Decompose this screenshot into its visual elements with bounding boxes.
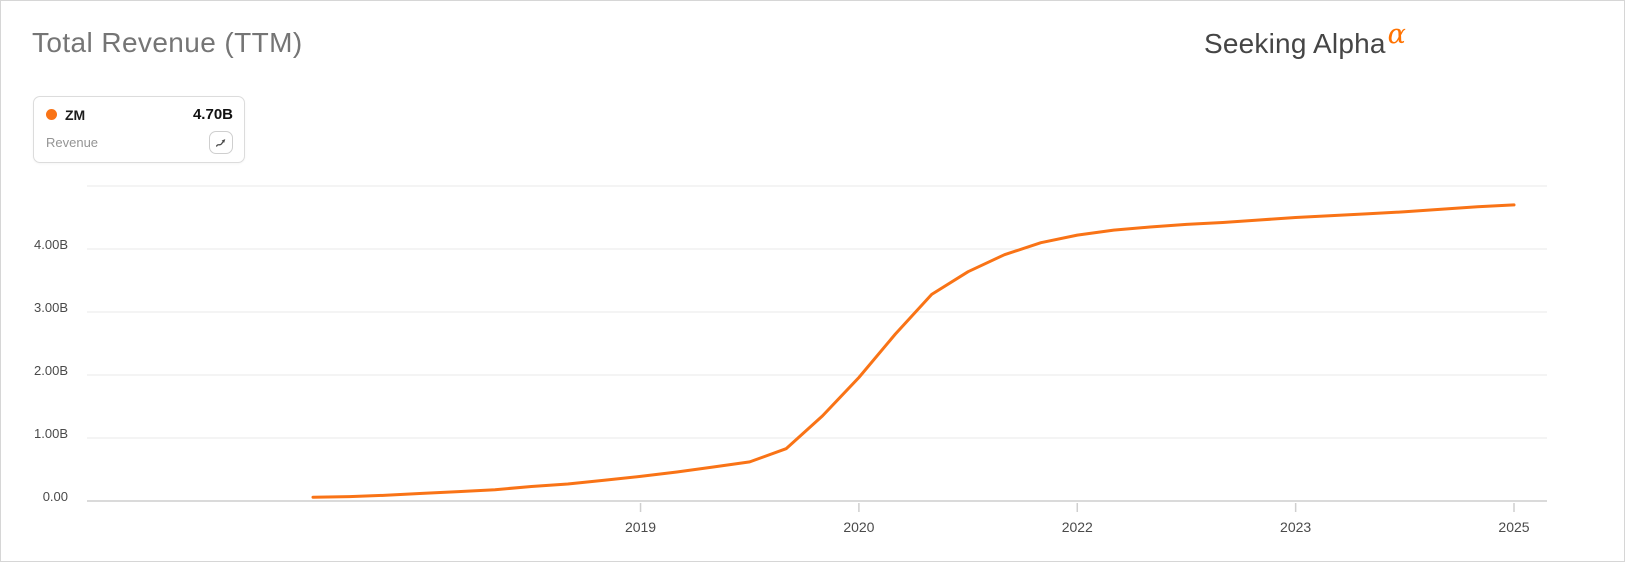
y-axis-label: 2.00B bbox=[34, 363, 68, 378]
legend-ticker: ZM bbox=[65, 106, 86, 123]
x-axis-label: 2022 bbox=[1062, 519, 1093, 535]
legend-card: ZM 4.70B Revenue bbox=[33, 96, 245, 163]
revenue-line-series[interactable] bbox=[311, 203, 1516, 499]
x-axis-label: 2019 bbox=[625, 519, 656, 535]
x-axis-label: 2025 bbox=[1498, 519, 1529, 535]
legend-row-ticker: ZM 4.70B bbox=[46, 106, 233, 123]
legend-row-series: Revenue bbox=[46, 131, 233, 154]
x-axis-label: 2020 bbox=[843, 519, 874, 535]
legend-value: 4.70B bbox=[192, 106, 233, 123]
page-title: Total Revenue (TTM) bbox=[32, 27, 303, 58]
y-axis-label: 3.00B bbox=[34, 300, 68, 315]
seeking-alpha-logo: Seeking Alpha α bbox=[1204, 21, 1406, 60]
legend-series-label: Revenue bbox=[46, 135, 99, 150]
y-axis-label: 0.00 bbox=[43, 489, 68, 504]
x-axis-label: 2023 bbox=[1280, 519, 1311, 535]
alpha-icon: α bbox=[1387, 19, 1407, 50]
trend-toggle-button[interactable] bbox=[209, 131, 233, 154]
y-axis-label: 4.00B bbox=[34, 237, 68, 252]
trend-arrow-icon bbox=[215, 138, 226, 147]
y-axis-label: 1.00B bbox=[34, 426, 68, 441]
brand-name: Seeking Alpha bbox=[1204, 28, 1386, 59]
series-dot-icon bbox=[46, 109, 57, 120]
